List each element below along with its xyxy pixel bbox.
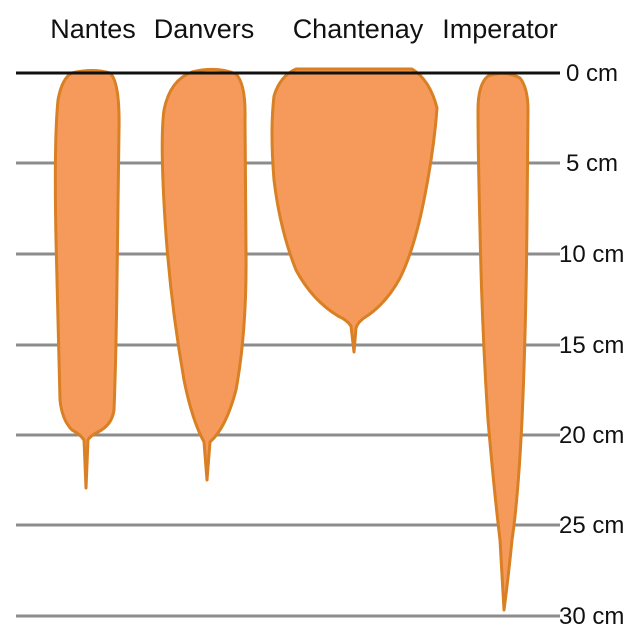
depth-label-20: 20 cm — [559, 422, 624, 449]
variety-label-imperator: Imperator — [442, 14, 558, 44]
depth-labels: 0 cm 5 cm 10 cm 15 cm 20 cm 25 cm 30 cm — [559, 60, 624, 630]
carrot-nantes — [53, 69, 121, 490]
variety-label-nantes: Nantes — [50, 14, 136, 44]
carrot-chantenay — [270, 67, 439, 354]
variety-label-danvers: Danvers — [154, 14, 255, 44]
variety-labels: Nantes Danvers Chantenay Imperator — [50, 14, 558, 44]
depth-label-15: 15 cm — [559, 332, 624, 359]
depth-label-25: 25 cm — [559, 512, 624, 539]
depth-label-5: 5 cm — [566, 150, 618, 177]
depth-label-10: 10 cm — [559, 241, 624, 268]
depth-label-30: 30 cm — [559, 603, 624, 630]
carrot-imperator — [476, 71, 530, 612]
carrot-danvers — [160, 67, 248, 482]
variety-label-chantenay: Chantenay — [293, 14, 424, 44]
depth-label-0: 0 cm — [566, 60, 618, 87]
carrots — [53, 67, 530, 612]
